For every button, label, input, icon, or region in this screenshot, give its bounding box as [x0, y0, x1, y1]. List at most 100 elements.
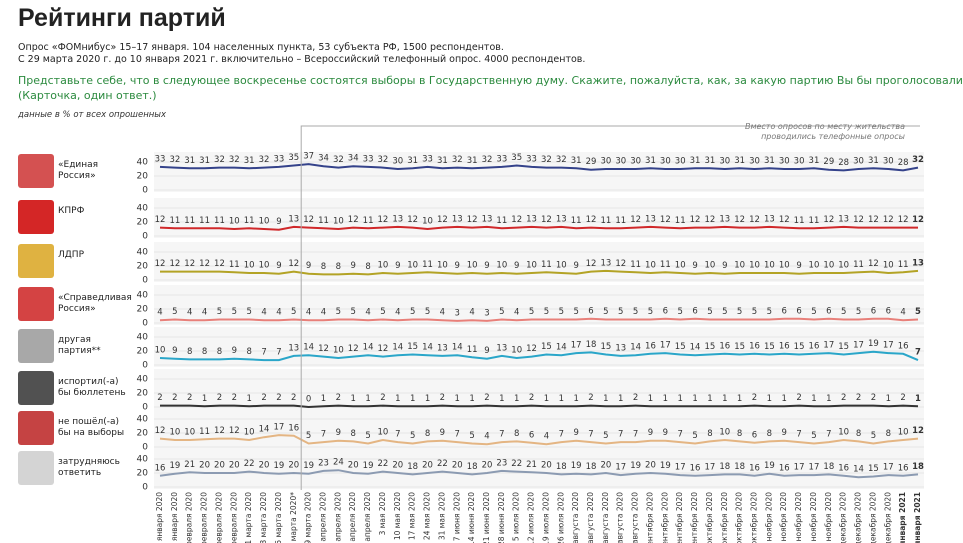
y-tick-label: 20 [137, 305, 149, 315]
value-label: 18 [719, 462, 730, 472]
x-tick-label: 27 декабря 2020 [883, 492, 892, 543]
value-label: 7 [276, 348, 281, 358]
value-label: 11 [630, 260, 641, 270]
value-label: 12 [615, 259, 626, 269]
value-label: 1 [246, 394, 251, 404]
value-label: 5 [603, 307, 608, 317]
value-label: 17 [705, 463, 716, 473]
value-label: 5 [752, 307, 757, 317]
value-label: 6 [796, 306, 801, 316]
party-icon [18, 244, 54, 278]
value-label: 11 [898, 260, 909, 270]
value-label: 11 [229, 260, 240, 270]
value-label: 1 [365, 394, 370, 404]
value-label: 5 [692, 431, 697, 441]
series-label: «Единая Россия» [58, 160, 99, 181]
x-tick-label: 21 июня 2020 [482, 492, 491, 543]
value-label: 33 [363, 154, 374, 164]
value-label: 8 [737, 429, 742, 439]
value-label: 14 [690, 343, 701, 353]
value-label: 30 [719, 157, 730, 167]
value-label: 1 [395, 394, 400, 404]
value-label: 5 [811, 307, 816, 317]
row-band [154, 327, 924, 367]
value-label: 5 [618, 307, 623, 317]
x-tick-label: 26 января 2020 [170, 492, 179, 543]
value-label: 19 [660, 461, 671, 471]
x-tick-label: 11 октября 2020 [720, 492, 729, 543]
value-label: 20 [288, 461, 299, 471]
y-tick-label: 0 [142, 319, 148, 329]
value-label: 30 [883, 157, 894, 167]
value-label: 14 [853, 465, 864, 475]
x-tick-label: 22 ноября 2020 [809, 492, 818, 543]
value-label: 18 [912, 462, 924, 472]
value-label: 23 [496, 458, 507, 468]
value-label: 2 [856, 393, 861, 403]
value-label: 5 [380, 307, 385, 317]
value-label: 9 [232, 346, 237, 356]
value-label: 10 [378, 261, 389, 271]
value-label: 11 [467, 345, 478, 355]
value-label: 7 [633, 430, 638, 440]
title: Рейтинги партий [18, 4, 226, 32]
value-label: 14 [630, 343, 641, 353]
y-tick-label: 20 [137, 218, 149, 228]
value-label: 1 [915, 394, 921, 404]
value-label: 10 [749, 261, 760, 271]
y-tick-label: 20 [137, 469, 149, 479]
value-label: 12 [214, 426, 225, 436]
x-tick-label: 31 мая 2020 [437, 492, 446, 540]
value-label: 32 [169, 155, 180, 165]
value-label: 12 [912, 215, 924, 225]
value-label: 32 [229, 155, 240, 165]
value-label: 2 [157, 393, 162, 403]
value-label: 2 [529, 393, 534, 403]
value-label: 3 [455, 308, 460, 318]
value-label: 17 [883, 341, 894, 351]
value-label: 31 [199, 156, 210, 166]
value-label: 32 [541, 155, 552, 165]
value-label: 11 [600, 216, 611, 226]
value-label: 2 [172, 393, 177, 403]
value-label: 6 [871, 306, 876, 316]
value-label: 35 [288, 153, 299, 163]
value-label: 1 [811, 394, 816, 404]
value-label: 5 [232, 307, 237, 317]
series-label: испортил(-а) бы бюллетень [58, 377, 126, 398]
value-label: 37 [303, 152, 314, 162]
value-label: 31 [868, 156, 879, 166]
value-label: 1 [648, 394, 653, 404]
value-label: 4 [261, 308, 266, 318]
value-label: 14 [259, 425, 270, 435]
value-label: 19 [630, 461, 641, 471]
value-label: 10 [155, 346, 166, 356]
value-label: 4 [157, 308, 162, 318]
y-tick-label: 40 [137, 204, 149, 214]
value-label: 11 [318, 216, 329, 226]
value-label: 16 [838, 463, 849, 473]
value-label: 13 [912, 258, 924, 268]
value-label: 32 [556, 155, 567, 165]
y-tick-label: 0 [142, 361, 148, 371]
value-label: 32 [214, 155, 225, 165]
value-label: 1 [202, 394, 207, 404]
value-label: 7 [588, 430, 593, 440]
value-label: 8 [246, 347, 251, 357]
x-tick-label: 27 сентября 2020 [690, 492, 699, 543]
value-label: 10 [467, 261, 478, 271]
value-label: 9 [648, 428, 653, 438]
value-label: 30 [660, 157, 671, 167]
value-label: 1 [455, 394, 460, 404]
value-label: 16 [898, 341, 909, 351]
value-label: 30 [600, 157, 611, 167]
value-label: 10 [259, 261, 270, 271]
value-label: 2 [380, 393, 385, 403]
value-label: 30 [630, 157, 641, 167]
value-label: 30 [675, 157, 686, 167]
value-label: 13 [482, 214, 493, 224]
value-label: 28 [838, 158, 849, 168]
value-label: 15 [705, 342, 716, 352]
value-label: 15 [838, 342, 849, 352]
